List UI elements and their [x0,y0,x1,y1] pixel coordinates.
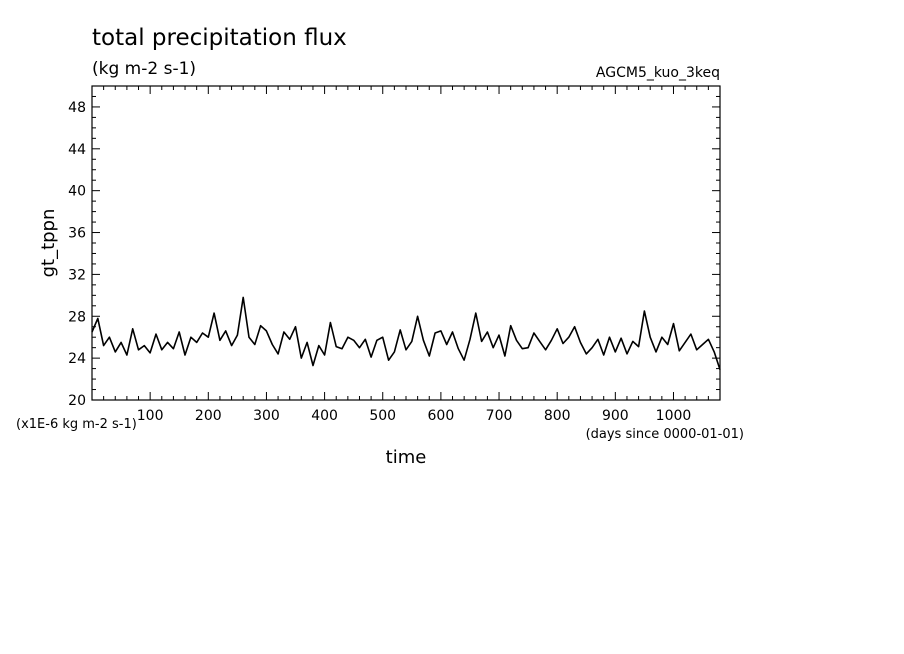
y-tick-label: 48 [68,100,86,116]
y-tick-label: 32 [68,267,86,283]
chart-units: (kg m-2 s-1) [92,59,196,79]
x-tick-label: 1000 [656,408,692,424]
x-tick-label: 900 [602,408,629,424]
y-axis-tick-labels: 20 24 28 32 36 40 44 48 [68,100,86,409]
x-tick-label: 100 [137,408,164,424]
x-axis-tick-labels: 100 200 300 400 500 600 700 800 900 1000 [137,408,692,424]
x-tick-label: 500 [369,408,396,424]
x-tick-label: 300 [253,408,280,424]
dataset-label: AGCM5_kuo_3keq [596,65,720,81]
x-tick-label: 200 [195,408,222,424]
y-axis-label: gt_tppn [38,209,59,278]
x-axis-label: time [386,447,427,468]
y-tick-label: 44 [68,142,86,158]
y-scale-note: (x1E-6 kg m-2 s-1) [16,417,137,432]
series-line [91,296,721,370]
y-tick-label: 40 [68,184,86,200]
chart-title: total precipitation flux [92,25,347,51]
x-tick-label: 800 [544,408,571,424]
y-tick-label: 20 [68,393,86,409]
x-axis-ticks [103,86,709,400]
y-tick-label: 24 [68,351,86,367]
x-tick-label: 400 [311,408,338,424]
y-axis-ticks [92,95,720,391]
x-axis-units: (days since 0000-01-01) [586,427,744,442]
y-tick-label: 36 [68,226,86,242]
x-tick-label: 600 [428,408,455,424]
y-tick-label: 28 [68,309,86,325]
x-tick-label: 700 [486,408,513,424]
